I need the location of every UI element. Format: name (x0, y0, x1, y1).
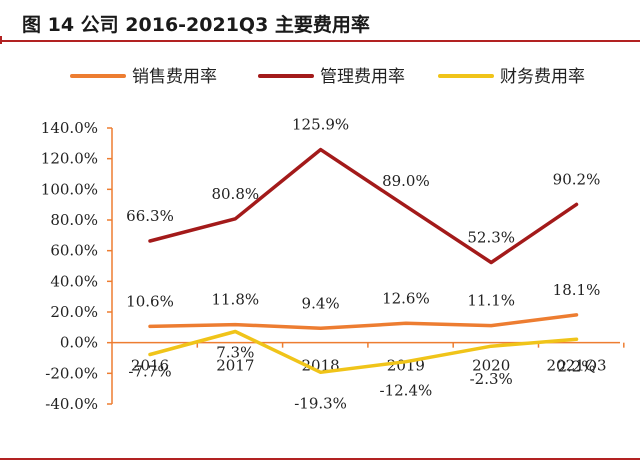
series-line-1 (148, 147, 579, 265)
data-label: 125.9% (292, 116, 349, 134)
series-line-0 (148, 313, 579, 331)
data-label: 90.2% (553, 170, 601, 188)
data-label: 2.2% (557, 357, 595, 375)
legend-label-1: 管理费用率 (320, 67, 405, 87)
y-axis: -40.0% -20.0% 0.0% 20.0% 40.0% 60.0% 80.0% 100.… (41, 119, 113, 413)
legend-label-2: 财务费用率 (500, 67, 585, 87)
data-label: 12.6% (382, 289, 430, 307)
figure-title: 图 14 公司 2016-2021Q3 主要费用率 (22, 14, 370, 36)
y-tick-label: 100.0% (41, 180, 98, 198)
y-tick-label: -20.0% (45, 364, 98, 382)
data-label: 7.3% (216, 343, 254, 361)
x-axis: 2016 2017 2018 2019 2020 2021Q3 (112, 341, 625, 375)
series-lines (148, 147, 579, 375)
series-line-2 (148, 329, 579, 375)
y-tick-label: -40.0% (45, 395, 98, 413)
data-label: -12.4% (380, 382, 433, 400)
legend: 销售费用率 管理费用率 财务费用率 (70, 67, 585, 87)
data-label: 18.1% (553, 281, 601, 299)
y-tick-label: 120.0% (41, 150, 98, 168)
data-label: -2.3% (470, 370, 513, 388)
y-tick-label: 80.0% (50, 211, 98, 229)
data-label: -19.3% (294, 394, 347, 412)
data-label: 11.1% (467, 292, 515, 310)
y-tick-label: 60.0% (50, 242, 98, 260)
data-label: 80.8% (211, 185, 259, 203)
y-tick-label: 20.0% (50, 303, 98, 321)
data-label: 10.6% (126, 292, 174, 310)
y-tick-label: 140.0% (41, 119, 98, 137)
data-labels: 10.6% 11.8% 9.4% 12.6% 11.1% 18.1% 66.3% 80.8% 1… (126, 116, 600, 413)
x-tick-label: 2017 (216, 357, 254, 375)
y-tick-label: 0.0% (60, 334, 98, 352)
x-tick-label: 2020 (472, 357, 510, 375)
data-label: 52.3% (467, 228, 515, 246)
y-tick-label: 40.0% (50, 272, 98, 290)
data-label: -7.7% (128, 362, 171, 380)
data-label: 66.3% (126, 207, 174, 225)
x-tick-label: 2016 (131, 357, 169, 375)
title-rule (0, 40, 640, 42)
data-label: 9.4% (302, 294, 340, 312)
bottom-rule (0, 458, 640, 460)
x-tick-label: 2021Q3 (546, 357, 606, 375)
data-label: 11.8% (211, 291, 259, 309)
data-label: 89.0% (382, 172, 430, 190)
legend-label-0: 销售费用率 (132, 67, 217, 87)
